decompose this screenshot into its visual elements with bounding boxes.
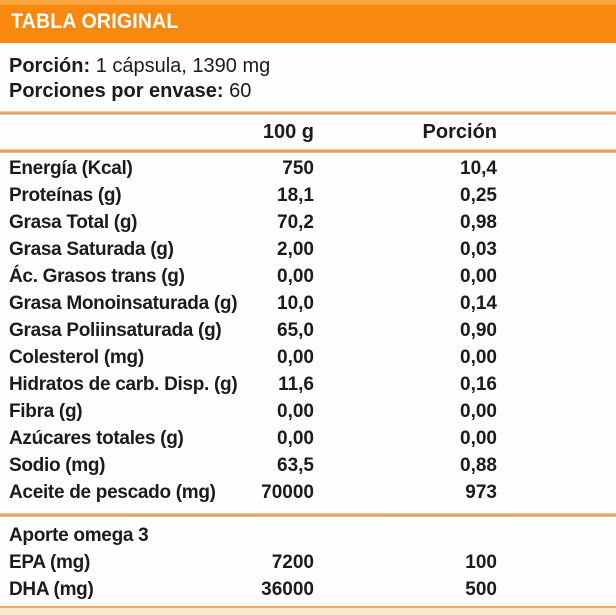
omega3-section-title: Aporte omega 3 bbox=[9, 524, 149, 546]
portion-value: 10,4 bbox=[460, 157, 497, 179]
per100-value: 2,00 bbox=[277, 238, 314, 260]
table-row: Ác. Grasos trans (g) 0,00 0,00 bbox=[0, 263, 616, 290]
table-row: Fibra (g) 0,00 0,00 bbox=[0, 398, 616, 425]
table-row: Azúcares totales (g) 0,00 0,00 bbox=[0, 425, 616, 452]
omega3-section: Aporte omega 3 EPA (mg) 7200 100 DHA (mg… bbox=[0, 517, 616, 603]
per100-value: 11,6 bbox=[278, 373, 314, 395]
portion-value: 500 bbox=[465, 578, 497, 600]
portion-value: 0,25 bbox=[460, 184, 497, 206]
table-row: Grasa Saturada (g) 2,00 0,03 bbox=[0, 236, 616, 263]
portion-value: 0,16 bbox=[460, 373, 497, 395]
portion-value: 0,03 bbox=[460, 238, 497, 260]
table-row: Energía (Kcal) 750 10,4 bbox=[0, 155, 616, 182]
per100-value: 65,0 bbox=[277, 319, 314, 341]
nutrient-label: Energía (Kcal) bbox=[9, 157, 133, 179]
nutrient-label: Proteínas (g) bbox=[9, 184, 122, 206]
table-row: DHA (mg) 36000 500 bbox=[0, 576, 616, 603]
separator-below-header bbox=[0, 149, 616, 153]
nutrient-label: Ác. Grasos trans (g) bbox=[9, 265, 185, 287]
table-row: Proteínas (g) 18,1 0,25 bbox=[0, 182, 616, 209]
portion-value: 0,98 bbox=[460, 211, 497, 233]
table-row: EPA (mg) 7200 100 bbox=[0, 549, 616, 576]
table-row: Sodio (mg) 63,5 0,88 bbox=[0, 452, 616, 479]
servings-per-container-value: 60 bbox=[229, 80, 252, 102]
serving-info: Porción: 1 cápsula, 1390 mg Porciones po… bbox=[0, 43, 616, 111]
per100-value: 0,00 bbox=[277, 346, 314, 368]
per100-value: 7200 bbox=[271, 551, 314, 573]
per100-value: 0,00 bbox=[277, 427, 314, 449]
bottom-cream-bar bbox=[0, 608, 616, 615]
portion-value: 0,88 bbox=[460, 454, 497, 476]
nutrient-label: Colesterol (mg) bbox=[9, 346, 144, 368]
portion-value: 1 cápsula, 1390 mg bbox=[95, 55, 271, 77]
per100-value: 750 bbox=[282, 157, 314, 179]
per100-value: 63,5 bbox=[277, 454, 314, 476]
per100-value: 70,2 bbox=[277, 211, 314, 233]
table-row: Grasa Total (g) 70,2 0,98 bbox=[0, 209, 616, 236]
table-header-bar: TABLA ORIGINAL bbox=[0, 0, 616, 43]
portion-value: 0,00 bbox=[460, 400, 497, 422]
table-row: Grasa Monoinsaturada (g) 10,0 0,14 bbox=[0, 290, 616, 317]
serving-count-line: Porciones por envase: 60 bbox=[9, 79, 606, 104]
nutrient-label: Grasa Saturada (g) bbox=[9, 238, 174, 260]
nutrient-label: Grasa Poliinsaturada (g) bbox=[9, 319, 222, 341]
portion-value: 100 bbox=[465, 551, 497, 573]
portion-value: 0,00 bbox=[460, 265, 497, 287]
per100-value: 70000 bbox=[261, 481, 314, 503]
per100-value: 10,0 bbox=[277, 292, 314, 314]
portion-value: 0,00 bbox=[460, 346, 497, 368]
nutrient-label: EPA (mg) bbox=[9, 551, 90, 573]
nutrient-label: DHA (mg) bbox=[9, 578, 94, 600]
nutrient-label: Sodio (mg) bbox=[9, 454, 106, 476]
page-title: TABLA ORIGINAL bbox=[11, 9, 179, 33]
table-row: Aceite de pescado (mg) 70000 973 bbox=[0, 479, 616, 506]
bottom-strip bbox=[0, 606, 616, 615]
separator-omega-section bbox=[0, 513, 616, 517]
per100-value: 0,00 bbox=[277, 265, 314, 287]
servings-per-container-label: Porciones por envase: bbox=[9, 80, 224, 102]
nutrient-label: Hidratos de carb. Disp. (g) bbox=[9, 373, 238, 395]
nutrient-label: Grasa Total (g) bbox=[9, 211, 138, 233]
column-header-row: 100 g Porción bbox=[0, 115, 616, 149]
portion-value: 973 bbox=[465, 481, 497, 503]
separator-top bbox=[0, 111, 616, 115]
nutrient-label: Grasa Monoinsaturada (g) bbox=[9, 292, 238, 314]
column-header-100g: 100 g bbox=[262, 120, 314, 143]
nutrient-label: Azúcares totales (g) bbox=[9, 427, 184, 449]
per100-value: 36000 bbox=[261, 578, 314, 600]
serving-portion-line: Porción: 1 cápsula, 1390 mg bbox=[9, 54, 606, 79]
portion-value: 0,90 bbox=[460, 319, 497, 341]
portion-value: 0,14 bbox=[460, 292, 497, 314]
portion-value: 0,00 bbox=[460, 427, 497, 449]
table-row: Colesterol (mg) 0,00 0,00 bbox=[0, 344, 616, 371]
separator-bottom bbox=[0, 606, 616, 608]
table-row: Hidratos de carb. Disp. (g) 11,6 0,16 bbox=[0, 371, 616, 398]
nutrient-label: Fibra (g) bbox=[9, 400, 83, 422]
column-header-portion: Porción bbox=[422, 120, 497, 143]
portion-label: Porción: bbox=[9, 55, 91, 77]
per100-value: 0,00 bbox=[277, 400, 314, 422]
table-row: Grasa Poliinsaturada (g) 65,0 0,90 bbox=[0, 317, 616, 344]
per100-value: 18,1 bbox=[277, 184, 314, 206]
nutrient-label: Aceite de pescado (mg) bbox=[9, 481, 216, 503]
nutrient-rows: Energía (Kcal) 750 10,4 Proteínas (g) 18… bbox=[0, 153, 616, 513]
